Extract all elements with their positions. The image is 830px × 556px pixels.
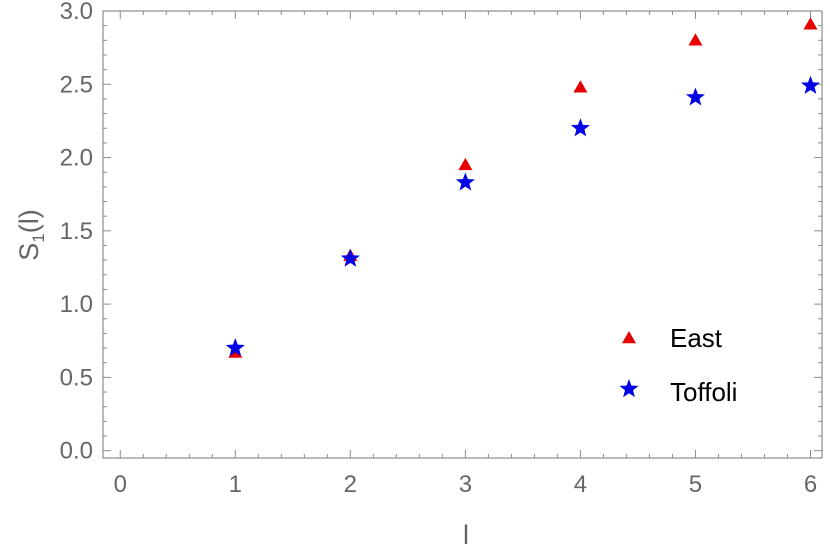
data-point-east bbox=[803, 17, 818, 30]
y-tick-label: 3.0 bbox=[60, 0, 93, 25]
y-tick-label: 2.0 bbox=[60, 145, 93, 172]
legend-marker-east bbox=[622, 331, 636, 344]
x-tick-label: 2 bbox=[344, 471, 357, 498]
data-point-east bbox=[688, 33, 703, 46]
y-tick-labels: 0.0 0.5 1.0 1.5 2.0 2.5 3.0 bbox=[60, 0, 93, 465]
plot-frame bbox=[102, 10, 823, 459]
data-point-toffoli bbox=[340, 248, 360, 267]
axis-ticks bbox=[103, 10, 822, 458]
y-tick-label: 0.5 bbox=[60, 364, 93, 391]
data-point-toffoli bbox=[455, 172, 475, 191]
data-point-east bbox=[573, 80, 588, 93]
x-tick-label: 4 bbox=[574, 471, 587, 498]
x-tick-label: 1 bbox=[229, 471, 242, 498]
x-axis-title: l bbox=[463, 520, 469, 550]
y-tick-label: 2.5 bbox=[60, 71, 93, 98]
y-axis-title: S1(l) bbox=[14, 209, 48, 260]
x-tick-label: 6 bbox=[804, 471, 817, 498]
x-tick-labels: 0 1 2 3 4 5 6 bbox=[114, 471, 818, 498]
data-point-toffoli bbox=[800, 75, 821, 94]
legend-label-toffoli: Toffoli bbox=[670, 377, 737, 407]
y-axis-title-subscript: 1 bbox=[29, 233, 48, 242]
data-point-toffoli bbox=[225, 338, 245, 357]
y-tick-label: 0.0 bbox=[60, 438, 93, 465]
legend-label-east: East bbox=[670, 323, 723, 353]
y-tick-label: 1.5 bbox=[60, 218, 93, 245]
data-point-toffoli bbox=[685, 87, 705, 106]
x-tick-label: 3 bbox=[459, 471, 472, 498]
data-point-east bbox=[458, 157, 473, 171]
data-points bbox=[225, 17, 821, 358]
legend-symbol-east bbox=[622, 331, 636, 344]
y-axis-title-tail: (l) bbox=[14, 209, 44, 233]
legend-symbol-toffoli bbox=[619, 379, 639, 398]
x-tick-label: 0 bbox=[114, 471, 127, 498]
y-axis-title-main: S bbox=[14, 243, 44, 261]
y-tick-label: 1.0 bbox=[60, 291, 93, 318]
legend-marker-toffoli bbox=[619, 379, 639, 398]
legend: East Toffoli bbox=[619, 323, 737, 407]
data-point-toffoli bbox=[570, 118, 590, 137]
x-tick-label: 5 bbox=[689, 471, 702, 498]
